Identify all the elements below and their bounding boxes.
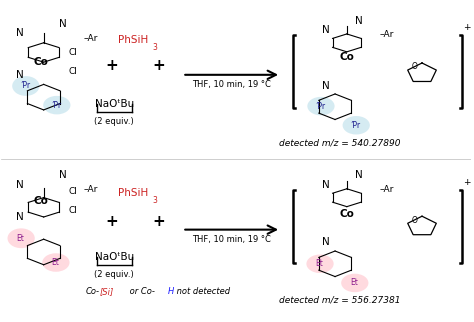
Text: Co: Co bbox=[34, 57, 49, 67]
Text: 3: 3 bbox=[153, 43, 157, 52]
Text: Et: Et bbox=[16, 234, 24, 243]
Text: +: + bbox=[153, 58, 165, 73]
Text: N: N bbox=[59, 170, 66, 180]
Text: N: N bbox=[16, 28, 24, 38]
Text: Et: Et bbox=[315, 259, 323, 268]
Text: or Co-: or Co- bbox=[128, 287, 155, 296]
Text: N: N bbox=[16, 180, 24, 190]
Text: THF, 10 min, 19 °C: THF, 10 min, 19 °C bbox=[192, 235, 271, 244]
Text: Co: Co bbox=[339, 52, 354, 62]
Ellipse shape bbox=[307, 97, 335, 115]
Text: Cl: Cl bbox=[69, 206, 77, 215]
Text: Cl: Cl bbox=[69, 48, 77, 57]
Ellipse shape bbox=[42, 253, 70, 272]
Text: (2 equiv.): (2 equiv.) bbox=[94, 117, 134, 126]
Text: Co-: Co- bbox=[86, 287, 100, 296]
Text: N: N bbox=[355, 15, 363, 25]
Text: N: N bbox=[322, 25, 329, 35]
Text: N: N bbox=[355, 170, 363, 180]
Text: N: N bbox=[322, 81, 329, 91]
Text: Cl: Cl bbox=[69, 67, 77, 76]
Text: THF, 10 min, 19 °C: THF, 10 min, 19 °C bbox=[192, 80, 271, 89]
Text: PhSiH: PhSiH bbox=[118, 188, 148, 198]
Ellipse shape bbox=[43, 96, 71, 114]
Text: N: N bbox=[16, 212, 24, 222]
Text: detected m/z = 540.27890: detected m/z = 540.27890 bbox=[279, 139, 401, 148]
Text: 3: 3 bbox=[153, 196, 157, 205]
Text: Co: Co bbox=[34, 196, 49, 206]
Text: ’Pr: ’Pr bbox=[350, 121, 360, 130]
Text: N: N bbox=[16, 70, 24, 80]
Text: –Ar: –Ar bbox=[83, 185, 98, 194]
Text: –Ar: –Ar bbox=[380, 185, 394, 194]
Text: ’Pr: ’Pr bbox=[315, 102, 325, 110]
Text: +: + bbox=[153, 214, 165, 229]
Text: NaOᵗBu: NaOᵗBu bbox=[94, 99, 134, 109]
Text: detected m/z = 556.27381: detected m/z = 556.27381 bbox=[279, 295, 401, 304]
Text: N: N bbox=[59, 19, 66, 29]
Text: +: + bbox=[464, 23, 471, 32]
Text: ’Pr: ’Pr bbox=[51, 101, 61, 109]
Text: O: O bbox=[412, 62, 418, 71]
Text: NaOᵗBu: NaOᵗBu bbox=[94, 252, 134, 262]
Text: –Ar: –Ar bbox=[83, 33, 98, 43]
Ellipse shape bbox=[341, 274, 368, 292]
Text: ’Pr: ’Pr bbox=[20, 81, 30, 90]
Text: Et: Et bbox=[51, 258, 59, 267]
Text: Cl: Cl bbox=[69, 187, 77, 196]
Text: PhSiH: PhSiH bbox=[118, 35, 148, 45]
Text: N: N bbox=[322, 180, 329, 190]
Ellipse shape bbox=[8, 228, 35, 248]
Text: H: H bbox=[168, 287, 174, 296]
Text: Co: Co bbox=[339, 209, 354, 219]
Text: –Ar: –Ar bbox=[380, 30, 394, 39]
Text: +: + bbox=[105, 58, 118, 73]
Text: +: + bbox=[105, 214, 118, 229]
Text: +: + bbox=[464, 177, 471, 186]
Text: O: O bbox=[412, 215, 418, 224]
Ellipse shape bbox=[306, 254, 334, 273]
Text: [Si]: [Si] bbox=[100, 287, 114, 296]
Ellipse shape bbox=[343, 116, 370, 135]
Text: N: N bbox=[322, 237, 329, 247]
Ellipse shape bbox=[12, 76, 39, 96]
Text: not detected: not detected bbox=[174, 287, 230, 296]
Text: (2 equiv.): (2 equiv.) bbox=[94, 270, 134, 279]
Text: Et: Et bbox=[350, 279, 358, 288]
